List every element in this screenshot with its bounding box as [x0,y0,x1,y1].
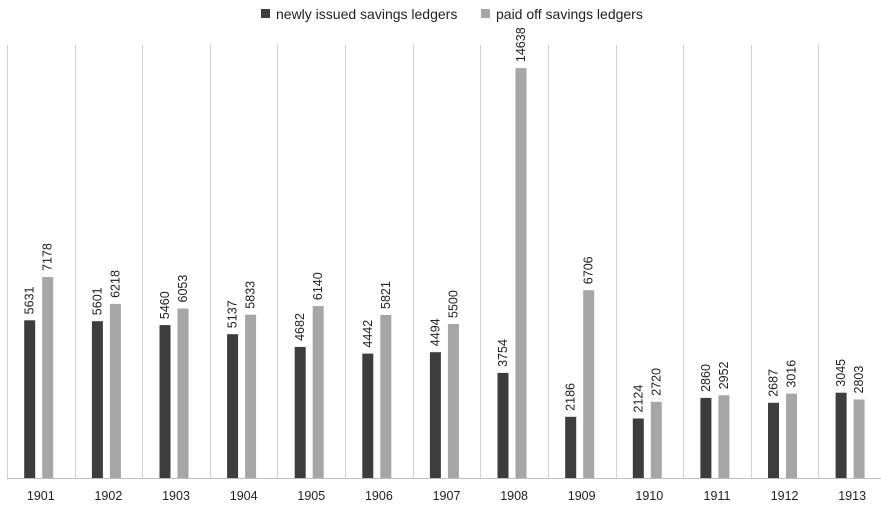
bar-paid-off [718,395,730,478]
data-label: 4442 [361,320,375,348]
x-tick-label: 1901 [27,489,55,503]
bar-newly-issued [497,372,509,478]
bar-newly-issued [159,325,171,478]
bar-paid-off [177,308,189,478]
bar-paid-off [650,401,662,478]
bar-newly-issued [429,352,441,478]
x-tick-label: 1906 [365,489,393,503]
bar-newly-issued [294,346,306,478]
data-labels: 5631 7178 5601 6218 5460 6053 5137 5833 4682 6140… [23,27,866,412]
bar-newly-issued [227,334,239,478]
x-tick-label: 1905 [297,489,325,503]
legend-swatch-paid-off [481,9,490,18]
x-tick-label: 1909 [568,489,596,503]
bar-newly-issued [565,416,577,478]
data-label: 3754 [496,339,510,367]
bar-paid-off [245,314,257,478]
bar-paid-off [853,399,865,478]
data-label: 2803 [852,366,866,394]
data-label: 2952 [717,361,731,389]
bar-newly-issued [700,397,712,478]
x-tick-label: 1907 [433,489,461,503]
data-label: 2124 [631,385,645,413]
data-label: 5821 [379,281,393,309]
data-label: 4494 [428,318,442,346]
bar-newly-issued [835,392,847,478]
bar-paid-off [42,277,54,478]
data-label: 2860 [699,364,713,392]
x-tick-label: 1910 [635,489,663,503]
x-tick-label: 1912 [771,489,799,503]
data-label: 6053 [176,275,190,303]
bar-paid-off [109,303,121,478]
bars [24,68,865,478]
data-label: 7178 [41,243,55,271]
bar-newly-issued [24,320,36,478]
data-label: 4682 [293,313,307,341]
bar-paid-off [583,290,595,478]
x-tick-label: 1903 [162,489,190,503]
data-label: 6140 [311,272,325,300]
x-tick-label: 1904 [230,489,258,503]
data-label: 5833 [244,281,258,309]
bar-paid-off [312,306,324,478]
bar-newly-issued [91,321,103,478]
x-tick-label: 1908 [500,489,528,503]
x-tick-label: 1913 [838,489,866,503]
data-label: 2687 [767,369,781,397]
data-label: 14638 [514,27,528,62]
legend-label-paid-off: paid off savings ledgers [496,6,643,22]
bar-newly-issued [632,418,644,478]
category-separators [7,45,819,478]
data-label: 5631 [23,286,37,314]
data-label: 6706 [582,256,596,284]
x-tick-label: 1902 [94,489,122,503]
bar-paid-off [447,324,459,478]
x-axis-tick-labels: 1901 1902 1903 1904 1905 1906 1907 1908 1909 1910… [27,489,866,503]
data-label: 3045 [834,359,848,387]
bar-paid-off [786,393,797,478]
bar-newly-issued [768,402,779,478]
bar-paid-off [515,68,527,478]
data-label: 5500 [446,290,460,318]
bar-paid-off [380,315,392,478]
data-label: 5601 [90,287,104,315]
data-label: 5137 [226,300,240,328]
legend-label-newly-issued: newly issued savings ledgers [276,6,457,22]
data-label: 2720 [649,368,663,396]
data-label: 6218 [108,270,122,298]
data-label: 3016 [785,360,799,388]
bar-newly-issued [362,353,374,478]
x-tick-label: 1911 [704,489,731,503]
data-label: 5460 [158,291,172,319]
data-label: 2186 [564,383,578,411]
legend: newly issued savings ledgers paid off sa… [261,6,643,22]
legend-swatch-newly-issued [261,9,270,18]
